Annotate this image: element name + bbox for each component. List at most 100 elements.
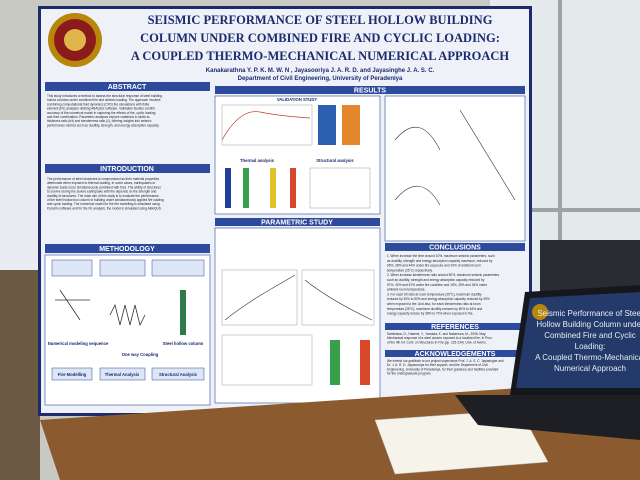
text-line: and cyclic loading. The numerical model … [47, 202, 160, 206]
section-bar [45, 82, 210, 91]
plot [394, 109, 516, 206]
text-line: The performance of steel structures is c… [47, 177, 160, 181]
plot [224, 274, 296, 321]
section-bar [45, 244, 210, 253]
thermal-images [225, 168, 296, 208]
text-line: reduces by 30% to 50% and energy absorpt… [387, 297, 490, 301]
diagram-label: Steel hollow column [163, 341, 204, 346]
text-line: dynamic loads occur simultaneously combi… [47, 185, 161, 189]
column-model [180, 290, 186, 335]
text-line: A Coupled Thermo-Mechanical [535, 353, 640, 362]
subheading: Thermal analysis [240, 158, 275, 163]
text-line: performance metrics such as ductility, s… [47, 123, 159, 127]
side-poster [0, 120, 40, 270]
poster-title: A COUPLED THERMO-MECHANICAL NUMERICAL AP… [131, 49, 510, 63]
text-line: 57%, 40% and 67% under fire condition an… [387, 283, 488, 287]
text-line: Mechanical response of a steel column ex… [387, 336, 493, 340]
section-heading: INTRODUCTION [100, 166, 154, 173]
panel-heading: VALIDATION STUDY [277, 97, 318, 102]
flow-box [99, 259, 146, 277]
fire-image [342, 105, 360, 145]
authors: Kanakarathna Y. P. K. M. W. N , Jayasoor… [206, 68, 435, 74]
section-heading: CONCLUSIONS [429, 245, 481, 252]
text-line: combining computational fluid dynamics (… [47, 102, 149, 106]
plot-frame [301, 269, 375, 326]
laptop-title: Seismic Performance of Steel Hollow Build… [535, 309, 640, 373]
diagram [55, 289, 146, 327]
screen-logo [532, 304, 548, 320]
plot-frame [309, 167, 371, 209]
acknowledgements-text: We extend our gratitude to our project s… [387, 359, 504, 376]
plot-frame [221, 334, 313, 386]
text-line: accuracy of the numerical model in captu… [47, 111, 156, 115]
flow-step: Thermal Analysis [105, 372, 140, 377]
text-line: temperature (25°C) respectively. [387, 268, 433, 272]
text-line: This study introduces a method to assess… [47, 94, 162, 98]
section-bar [215, 86, 525, 94]
side-table [0, 270, 40, 480]
logo-emblem [64, 29, 86, 51]
section-heading: REFERENCES [431, 324, 479, 331]
text-line: ambient room temperature. [387, 288, 426, 292]
text-line: thickness ratio (b/t) and slenderness ra… [47, 119, 152, 123]
section-bar [385, 350, 525, 357]
text-line: energy capacity reduce by 38% to 70% whe… [387, 312, 474, 316]
department: Department of Civil Engineering, Univers… [238, 76, 403, 82]
subheading: Structural analysis [316, 158, 354, 163]
section-heading: ABSTRACT [108, 84, 147, 91]
text-line: 1. When increase the time around 10%, ma… [387, 254, 495, 258]
flow-step: Fire Modelling [58, 372, 87, 377]
text-line: Numerical Approach [554, 364, 626, 373]
section-bar [45, 164, 210, 173]
abstract-text: This study introduces a method to assess… [47, 94, 162, 127]
text-line: Loading: [575, 342, 606, 351]
plot [304, 279, 373, 321]
text-line: Pyrosim software and for the FE analysis… [47, 206, 162, 210]
text-line: 65%, 28% and 44% under fire exposure and… [387, 264, 481, 268]
text-line: and their combination. Parametric analys… [47, 115, 150, 119]
diagram-label: Numerical modeling sequence [48, 341, 109, 346]
text-line: element (FE) analyses utilizing ABAQUS s… [47, 107, 156, 111]
laptop-screen [516, 292, 640, 388]
plot [221, 111, 311, 141]
conclusions-text: 1. When increase the time around 10%, ma… [387, 254, 500, 316]
plot-frame [221, 269, 298, 326]
text-line: Combined Fire and Cyclic [544, 331, 636, 340]
diagram-label: One way Coupling [122, 352, 159, 357]
flow-box [99, 367, 146, 381]
fire-image [318, 105, 336, 145]
section-heading: ACKNOWLEDGEMENTS [415, 351, 496, 358]
poster-title: COLUMN UNDER COMBINED FIRE AND CYCLIC LO… [140, 31, 500, 45]
flow-box [51, 259, 93, 277]
flow-step: Structural Analysis [159, 372, 198, 377]
poster-title: SEISMIC PERFORMANCE OF STEEL HOLLOW BUIL… [148, 13, 493, 27]
flow-box [151, 367, 205, 381]
section-heading: PARAMETRIC STUDY [261, 220, 333, 227]
column-image [360, 340, 370, 385]
text-line: deteriorate when exposed to thermal load… [47, 181, 156, 185]
laptop-base [455, 395, 640, 440]
text-line: 2. When increase slenderness ratio aroun… [387, 273, 500, 277]
flow-box [51, 367, 93, 381]
parametric-panel [214, 227, 381, 404]
section-bar [215, 218, 380, 226]
text-line: Engineering, University of Peradeniya, f… [387, 367, 498, 371]
text-line: We extend our gratitude to our project s… [387, 359, 504, 363]
text-line: Dr. J. A. R. D. Jayasooriya for their su… [387, 363, 488, 367]
text-line: of the 4th Int. Conf. on Structures in F… [387, 340, 487, 344]
text-line: ductility of structures. The main aim of… [47, 194, 159, 198]
text-line: for the undergraduate program. [387, 372, 431, 376]
section-heading: METHODOLOGY [99, 246, 155, 253]
results-panel [384, 95, 526, 242]
plot-frame [221, 104, 313, 146]
text-line: of the steel hollow box column in buildi… [47, 198, 164, 202]
column-image [330, 340, 340, 385]
text-line: temperature (25°C), maximum ductility re… [387, 307, 482, 311]
section-bar [385, 323, 525, 330]
text-line: to survive during the severe earthquake … [47, 190, 157, 194]
text-line: Kamikawa, D., Hasemi, Y., Yamada, K. and… [387, 332, 486, 336]
section-heading: RESULTS [354, 88, 386, 95]
flow-box [151, 259, 205, 277]
